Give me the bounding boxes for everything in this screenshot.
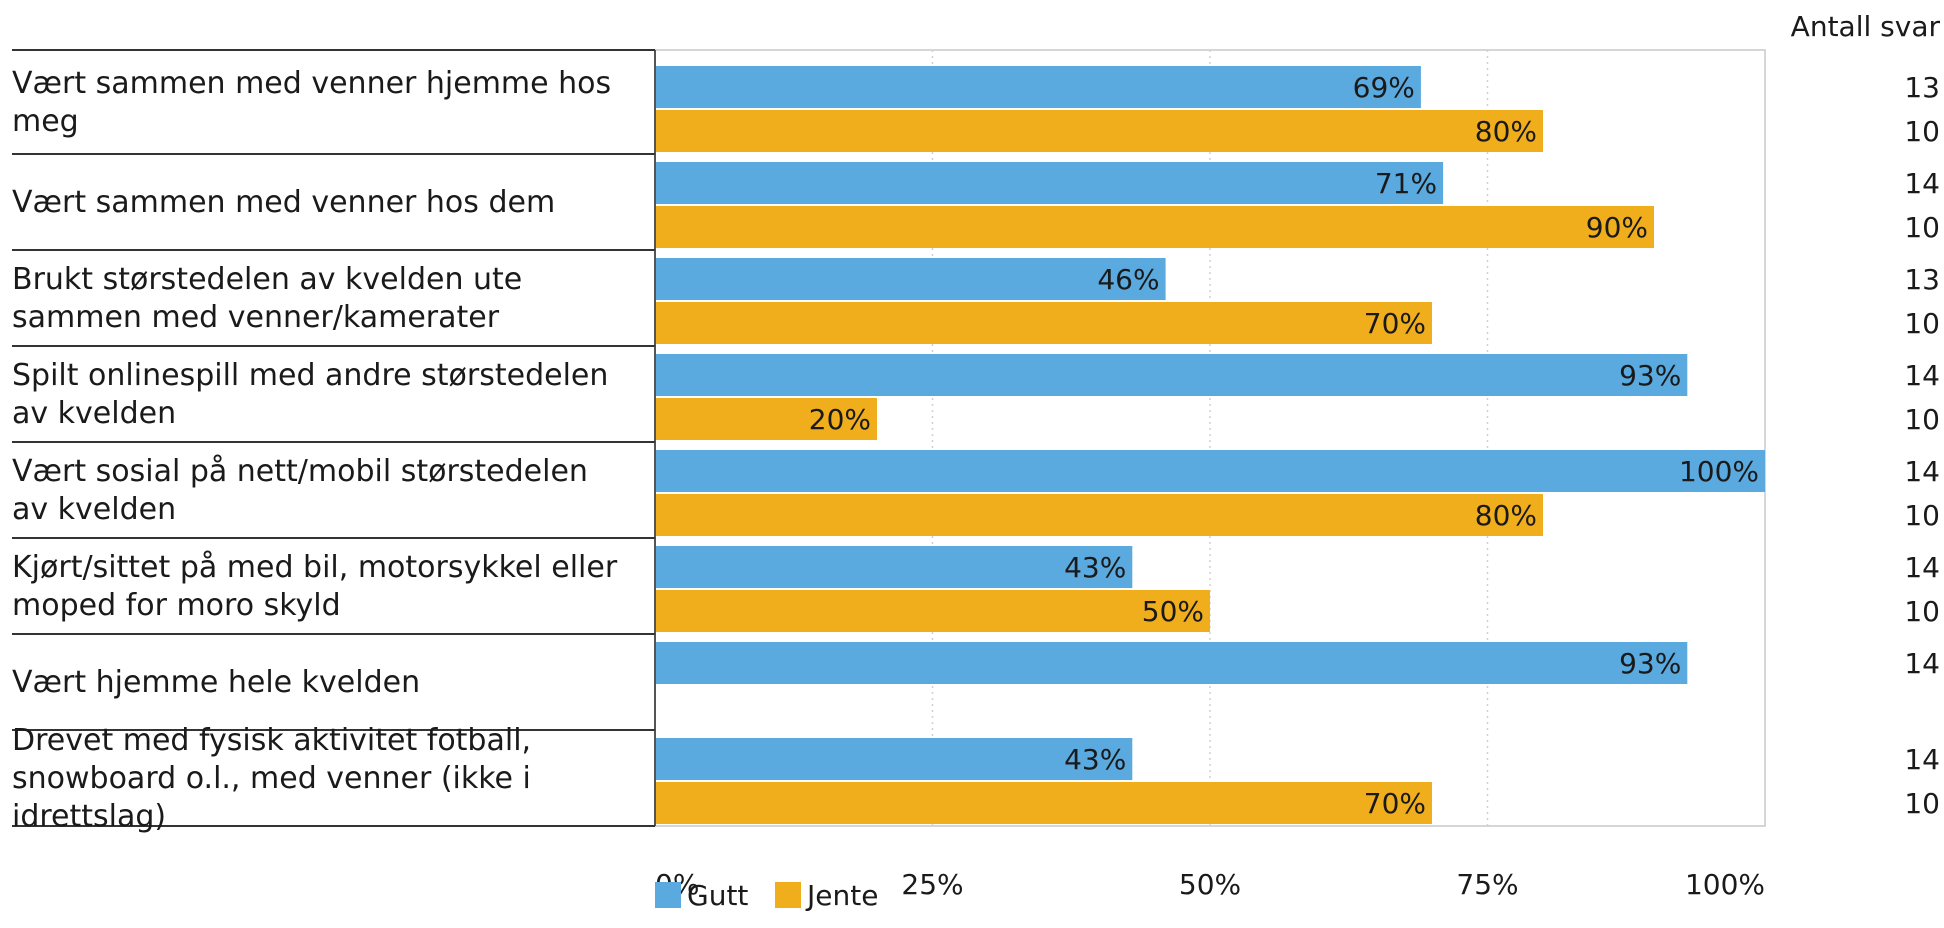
bar-jente (656, 206, 1654, 248)
bar-value-label: 20% (809, 403, 871, 436)
response-count: 10 (1904, 403, 1940, 436)
category-label: av kvelden (12, 492, 176, 527)
category-label: snowboard o.l., med venner (ikke i (12, 761, 531, 796)
category-label: idrettslag) (12, 799, 166, 834)
bar-value-label: 71% (1375, 167, 1437, 200)
bar-gutt (656, 162, 1444, 204)
legend-label-jente: Jente (805, 879, 878, 912)
bar-value-label: 90% (1586, 211, 1648, 244)
category-label: Spilt onlinespill med andre størstedelen (12, 358, 608, 393)
count-column-title: Antall svar (1791, 10, 1941, 43)
legend: Gutt Jente (655, 879, 878, 912)
response-count: 10 (1904, 595, 1940, 628)
legend-label-gutt: Gutt (687, 879, 748, 912)
category-label: Vært sammen med venner hos dem (12, 185, 555, 220)
category-label: Vært sosial på nett/mobil størstedelen (12, 454, 588, 489)
response-counts: 13 10 14 10 13 10 14 10 14 10 14 10 14 14 10 (1904, 71, 1940, 820)
bar-value-label: 46% (1097, 263, 1159, 296)
bar-value-label: 100% (1679, 455, 1759, 488)
bar-value-label: 80% (1475, 115, 1537, 148)
x-tick-label: 50% (1179, 868, 1241, 901)
legend-swatch-jente (775, 882, 801, 908)
response-count: 10 (1904, 115, 1940, 148)
response-count: 14 (1904, 359, 1940, 392)
bar-value-label: 69% (1353, 71, 1415, 104)
bar-gutt (656, 66, 1421, 108)
category-label: meg (12, 104, 79, 139)
x-tick-label: 100% (1685, 868, 1765, 901)
category-label: moped for moro skyld (12, 588, 341, 623)
row-dividers (12, 49, 655, 827)
bar-gutt (656, 354, 1688, 396)
bar-value-label: 70% (1364, 787, 1426, 820)
response-count: 14 (1904, 455, 1940, 488)
x-tick-label: 75% (1456, 868, 1518, 901)
category-label: Brukt størstedelen av kvelden ute (12, 262, 522, 297)
category-label: Kjørt/sittet på med bil, motorsykkel ell… (12, 550, 618, 585)
bar-gutt (656, 450, 1765, 492)
bar-jente (656, 782, 1432, 824)
bar-jente (656, 590, 1210, 632)
bars (656, 66, 1765, 824)
bar-jente (656, 110, 1543, 152)
bar-value-label: 43% (1064, 743, 1126, 776)
bar-jente (656, 302, 1432, 344)
response-count: 10 (1904, 787, 1940, 820)
response-count: 10 (1904, 499, 1940, 532)
bar-gutt (656, 258, 1166, 300)
bar-value-label: 70% (1364, 307, 1426, 340)
response-count: 13 (1904, 71, 1940, 104)
legend-swatch-gutt (655, 882, 681, 908)
bar-gutt (656, 738, 1133, 780)
bar-value-labels: 69% 80% 71% 90% 46% 70% 93% 20% 100% 80% 43% 50% 93%… (809, 71, 1759, 820)
response-count: 10 (1904, 307, 1940, 340)
bar-value-label: 43% (1064, 551, 1126, 584)
category-label: Drevet med fysisk aktivitet fotball, (12, 723, 531, 758)
bar-value-label: 93% (1619, 647, 1681, 680)
bar-jente (656, 494, 1543, 536)
bar-value-label: 80% (1475, 499, 1537, 532)
bar-value-label: 93% (1619, 359, 1681, 392)
response-count: 13 (1904, 263, 1940, 296)
bar-value-label: 50% (1142, 595, 1204, 628)
category-label: Vært sammen med venner hjemme hos (12, 66, 611, 101)
x-tick-label: 25% (901, 868, 963, 901)
response-count: 14 (1904, 167, 1940, 200)
response-count: 14 (1904, 551, 1940, 584)
bar-jente (656, 398, 877, 440)
response-count: 10 (1904, 211, 1940, 244)
category-label: Vært hjemme hele kvelden (12, 665, 420, 700)
category-label: av kvelden (12, 396, 176, 431)
category-label: sammen med venner/kamerater (12, 300, 500, 335)
bar-gutt (656, 642, 1688, 684)
response-count: 14 (1904, 743, 1940, 776)
response-count: 14 (1904, 647, 1940, 680)
bar-gutt (656, 546, 1133, 588)
